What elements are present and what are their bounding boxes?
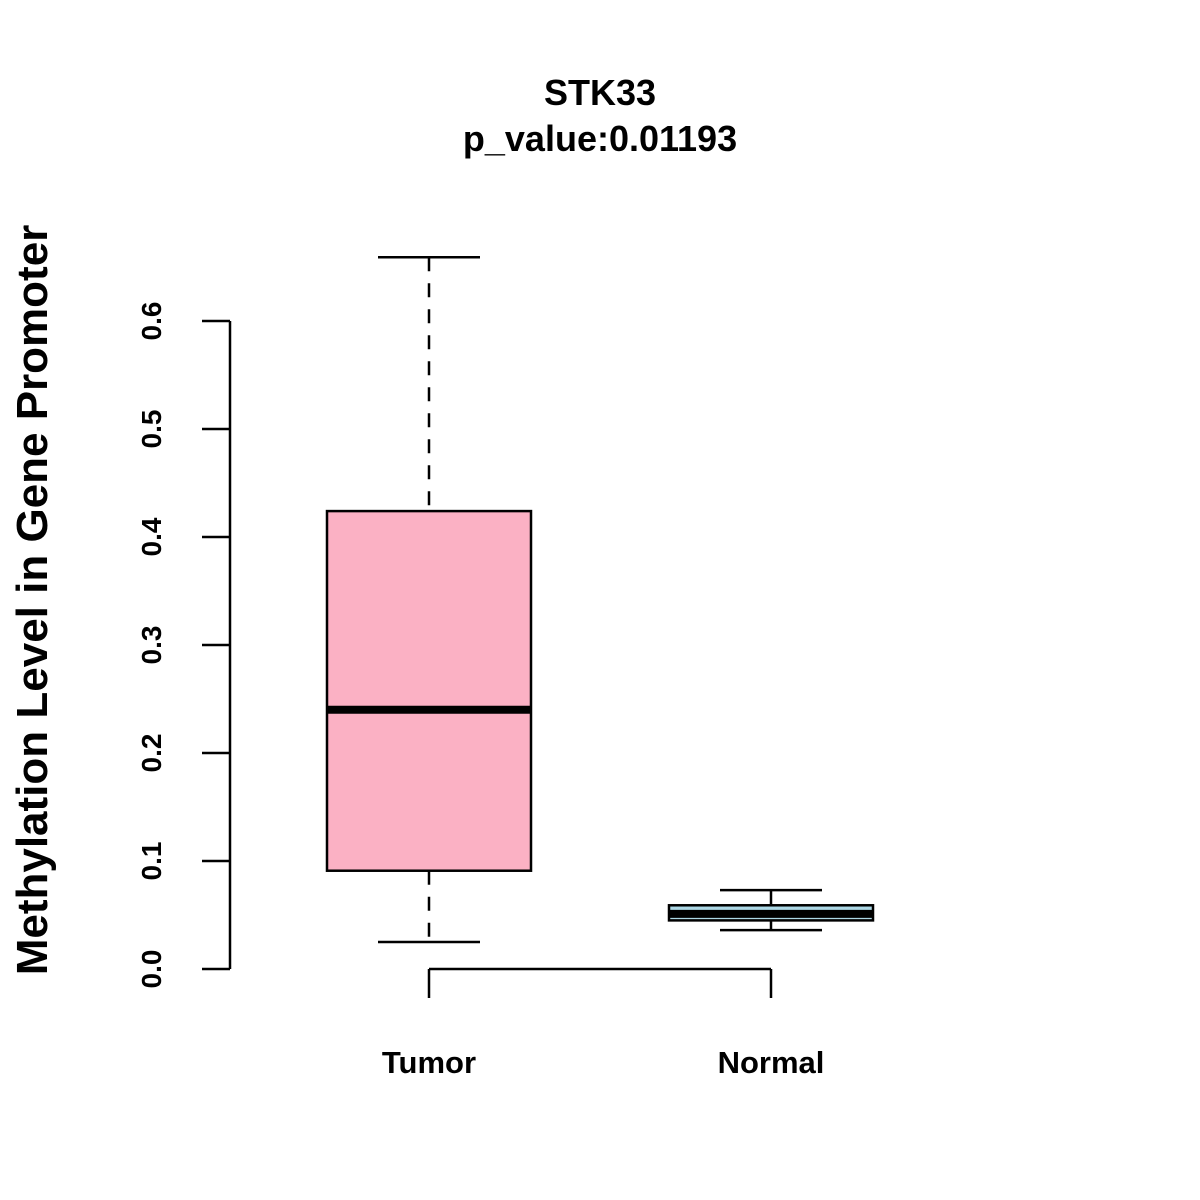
box-tumor (325, 256, 533, 944)
box-rect (325, 509, 533, 872)
y-tick-label: 0.4 (136, 517, 167, 556)
y-axis: 0.0 0.1 0.2 0.3 0.4 0.5 0.6 (136, 302, 232, 989)
box-normal (667, 888, 875, 932)
y-axis-label: Methylation Level in Gene Promoter (8, 225, 57, 976)
y-tick-label: 0.5 (136, 410, 167, 449)
y-tick-label: 0.1 (136, 842, 167, 881)
box-group (325, 256, 875, 944)
x-tick-label: Normal (718, 1045, 825, 1080)
chart-title: STK33 (544, 72, 656, 113)
x-tick-label: Tumor (382, 1045, 476, 1080)
y-tick-label: 0.0 (136, 950, 167, 989)
y-tick-label: 0.6 (136, 302, 167, 341)
y-tick-label: 0.2 (136, 734, 167, 773)
chart-subtitle: p_value:0.01193 (463, 118, 737, 159)
y-tick-label: 0.3 (136, 626, 167, 665)
x-axis-labels: Tumor Normal (382, 967, 825, 1080)
